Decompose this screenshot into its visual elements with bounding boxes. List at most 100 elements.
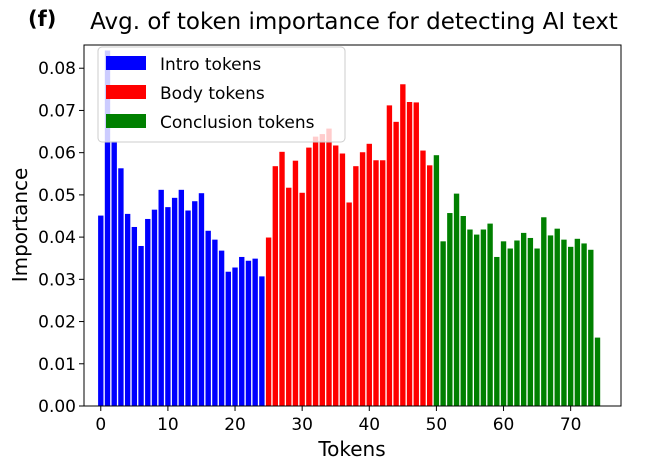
x-axis-ticks: 0 10 20 30 40 50 60 70 [95,406,581,435]
bar-1-39 [359,152,366,406]
legend-label-intro: Intro tokens [160,55,261,75]
legend-swatch-conclusion [106,114,146,128]
x-tick-label: 70 [560,415,582,435]
bar-2-61 [507,248,513,406]
bar-0-7 [145,218,151,406]
y-tick-label: 0.00 [38,397,76,417]
x-tick-label: 50 [426,415,448,435]
x-tick-label: 10 [157,415,179,435]
bar-0-2 [111,141,117,406]
bar-2-63 [520,232,527,406]
x-tick-label: 30 [291,415,313,435]
bar-1-43 [386,105,393,406]
bar-2-68 [554,228,560,406]
bar-1-33 [319,134,325,406]
bar-2-69 [561,239,567,406]
bar-1-34 [326,128,332,406]
y-tick-label: 0.02 [38,313,76,333]
y-tick-label: 0.01 [38,355,76,375]
x-tick-label: 20 [224,415,246,435]
bar-0-14 [192,201,198,406]
bar-2-53 [453,193,460,406]
bar-1-42 [380,160,386,406]
bar-2-56 [474,234,480,406]
bar-0-19 [225,271,231,406]
bar-0-8 [151,209,158,406]
legend-entry-conclusion: Conclusion tokens [106,113,315,133]
y-tick-label: 0.04 [38,228,76,248]
bar-0-13 [185,210,191,406]
bar-2-74 [594,337,601,406]
legend-label-conclusion: Conclusion tokens [160,113,315,133]
bar-0-11 [171,197,178,406]
bar-1-29 [292,160,299,406]
bar-1-47 [413,102,419,407]
bar-2-60 [500,241,507,406]
bar-0-6 [138,245,144,406]
bar-0-1 [104,50,111,407]
bar-0-21 [239,256,245,406]
y-tick-label: 0.07 [38,101,76,121]
y-axis-label: Importance [8,168,32,283]
bar-0-16 [205,230,211,406]
bar-1-44 [393,121,399,406]
bar-2-55 [467,229,473,406]
y-tick-label: 0.08 [38,59,76,79]
legend-entry-intro: Intro tokens [106,55,261,75]
bar-1-28 [286,187,292,406]
bar-2-51 [440,241,446,406]
bar-1-27 [279,151,285,406]
bar-0-9 [158,189,164,406]
plot-frame [83,44,622,407]
x-axis-label: Tokens [317,437,385,461]
bar-2-50 [433,155,440,406]
bar-2-72 [581,243,587,406]
y-tick-label: 0.06 [38,144,76,164]
bar-1-35 [333,145,339,407]
bar-2-65 [534,248,540,406]
bar-0-23 [252,258,258,406]
legend-swatch-body [106,85,146,99]
legend-box [97,46,346,143]
bar-1-45 [400,84,406,407]
x-tick-label: 60 [493,415,515,435]
bar-2-59 [494,256,500,406]
bar-1-30 [299,192,305,406]
bars [98,50,601,407]
y-tick-label: 0.03 [38,270,76,290]
bar-0-10 [165,207,171,406]
bar-1-36 [339,153,346,406]
bar-1-41 [373,160,379,406]
bar-2-57 [480,229,487,406]
bar-0-3 [118,168,124,406]
bar-1-37 [346,202,352,406]
bar-0-18 [218,250,225,406]
bar-2-52 [447,213,453,406]
bar-1-46 [406,102,413,406]
bar-1-49 [427,165,433,406]
bar-1-38 [353,166,359,406]
bar-2-67 [547,235,554,406]
bar-2-58 [487,223,493,406]
bar-0-12 [178,189,185,406]
bar-2-66 [541,217,547,406]
legend-entry-body: Body tokens [106,84,265,104]
bar-0-22 [245,260,252,406]
legend: Intro tokens Body tokens Conclusion toke… [97,46,346,143]
y-tick-label: 0.05 [38,186,76,206]
bar-0-5 [131,226,138,406]
bar-1-26 [272,166,278,406]
bar-0-24 [259,276,265,406]
bar-1-31 [306,147,312,406]
bar-0-0 [98,215,104,406]
bar-1-48 [420,150,426,406]
bar-2-62 [514,240,520,406]
bar-1-40 [366,143,372,407]
bar-0-20 [232,267,238,406]
bar-2-54 [460,216,466,406]
bar-2-64 [527,237,534,406]
bar-2-70 [567,246,574,406]
panel-label: (f) [28,7,56,31]
x-tick-label: 0 [95,415,106,435]
